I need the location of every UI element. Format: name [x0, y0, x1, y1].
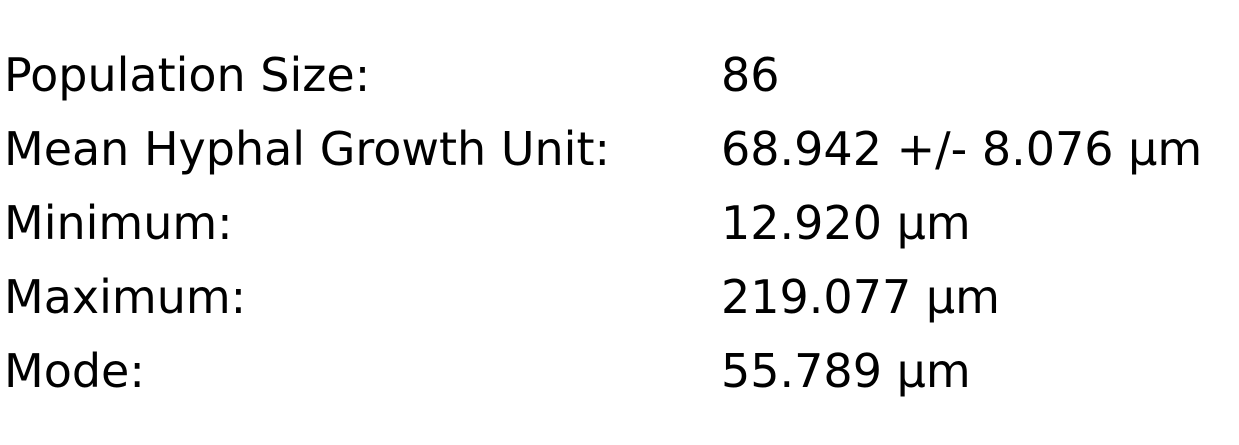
mode-row: Mode: 55.789 µm	[4, 334, 1234, 408]
mean-hyphal-growth-unit-row: Mean Hyphal Growth Unit: 68.942 +/- 8.07…	[4, 112, 1234, 186]
maximum-row: Maximum: 219.077 µm	[4, 260, 1234, 334]
minimum-value: 12.920 µm	[721, 196, 971, 250]
mode-label: Mode:	[4, 344, 145, 398]
population-size-label: Population Size:	[4, 48, 371, 102]
minimum-row: Minimum: 12.920 µm	[4, 186, 1234, 260]
mode-value: 55.789 µm	[721, 344, 971, 398]
population-size-row: Population Size: 86	[4, 38, 1234, 112]
maximum-label: Maximum:	[4, 270, 247, 324]
minimum-label: Minimum:	[4, 196, 233, 250]
population-size-value: 86	[721, 48, 780, 102]
mean-hyphal-growth-unit-label: Mean Hyphal Growth Unit:	[4, 122, 610, 176]
maximum-value: 219.077 µm	[721, 270, 1000, 324]
statistics-panel: Population Size: 86 Mean Hyphal Growth U…	[4, 38, 1234, 408]
mean-hyphal-growth-unit-value: 68.942 +/- 8.076 µm	[721, 122, 1203, 176]
